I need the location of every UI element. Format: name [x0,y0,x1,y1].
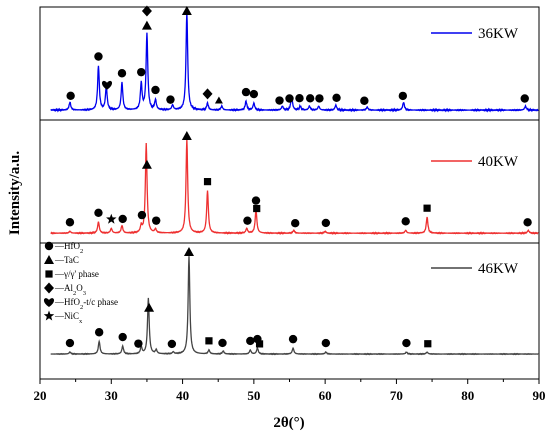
peak-marker-square-p2-2 [424,340,432,348]
peak-marker-circle-p0-11 [305,94,315,103]
peak-marker-circle-p0-7 [249,89,259,99]
peak-marker-circle-p2-6 [246,336,255,346]
phase-legend-symbol-4 [43,298,55,307]
phase-legend-label-5: —NiCx [54,311,83,325]
marker-layer [65,5,532,349]
peak-marker-triangle-p1-1 [181,131,192,140]
peak-marker-circle-p1-10 [523,218,532,227]
peak-marker-circle-p0-10 [295,93,304,103]
peak-marker-circle-p1-9 [401,217,410,226]
peak-marker-circle-p1-0 [65,218,75,227]
peak-marker-circle-p1-5 [243,216,252,225]
peak-marker-circle-p2-10 [402,338,411,348]
peak-marker-circle-p0-6 [241,87,251,97]
peak-marker-circle-p1-7 [291,219,300,228]
y-axis-label: Intensity/a.u. [7,151,23,235]
phase-legend-label-1: —TaC [54,255,79,265]
peak-marker-circle-p0-13 [332,93,341,103]
phase-legend: —HfO2—TaC —γ/γ' phase —Al2O3—HfO2-t/c phas… [43,241,118,325]
peak-marker-circle-p2-4 [167,339,177,349]
peak-marker-circle-p1-4 [151,216,161,225]
phase-legend-label-0: —HfO2 [54,241,83,255]
peak-marker-circle-p0-3 [137,67,146,77]
x-tick-label-80: 80 [461,388,474,403]
x-tick-label-20: 20 [34,388,47,403]
peak-marker-triangle-p2-0 [144,302,155,312]
peak-marker-diamond-p0-1 [202,88,213,100]
legend-label-40KW: 40KW [478,154,519,170]
phase-legend-symbol-5 [43,310,55,321]
peak-marker-square-p1-1 [253,204,261,213]
peak-marker-circle-p2-9 [321,338,331,348]
plot-frame [39,6,540,380]
peak-marker-circle-p2-1 [94,328,104,337]
series-legend: 36KW 40KW 46KW [431,26,519,277]
x-tick-label-30: 30 [105,388,118,403]
peak-marker-circle-p1-8 [321,218,331,228]
peak-marker-circle-p0-9 [285,94,294,103]
x-tick-label-90: 90 [533,388,546,403]
peak-marker-circle-p0-1 [94,52,103,61]
peak-marker-circle-p1-2 [118,214,127,224]
peak-marker-circle-p2-8 [288,334,298,344]
peak-marker-triangle-p2-1 [183,247,194,256]
peak-marker-circle-p0-15 [398,91,408,101]
peak-marker-triangle-p0-0 [141,20,152,30]
x-tick-label-50: 50 [247,388,260,403]
peak-marker-circle-p0-2 [117,69,127,78]
x-tick-label-70: 70 [390,388,403,403]
x-tick-label-60: 60 [319,388,332,403]
phase-legend-label-2: —γ/γ' phase [54,269,99,279]
x-tick-label-40: 40 [176,388,189,403]
x-axis-label: 2θ(°) [273,415,304,431]
peak-marker-circle-p0-12 [315,94,324,103]
phase-legend-symbol-0 [44,241,54,251]
peak-marker-circle-p2-5 [218,338,227,348]
series-line-36KW [50,11,539,113]
peak-marker-triangle-small-p0-0 [214,96,223,104]
peak-marker-square-p2-0 [205,337,213,345]
x-axis: 20 30 40 50 60 70 80 90 [34,379,546,403]
peak-marker-circle-p1-6 [251,196,261,205]
peak-marker-circle-p1-3 [137,210,147,220]
peak-marker-triangle-p1-0 [141,159,152,169]
phase-legend-symbol-1 [44,255,54,264]
peak-marker-circle-p0-16 [520,94,529,103]
peak-marker-circle-p0-5 [166,95,175,104]
series-layer [50,11,539,356]
peak-marker-circle-p1-1 [94,208,103,217]
peak-marker-circle-p2-2 [118,332,127,342]
peak-marker-square-p1-2 [423,204,431,212]
peak-marker-square-p2-1 [255,340,264,348]
phase-legend-label-4: —HfO2-t/c phase [54,297,118,311]
legend-label-46KW: 46KW [478,261,519,277]
peak-marker-star-p1-0 [106,213,117,224]
peak-marker-heart-p0-0 [101,80,113,90]
peak-marker-square-p1-0 [203,178,212,186]
peak-marker-circle-p2-0 [65,338,75,348]
legend-label-36KW: 36KW [478,26,519,42]
phase-legend-symbol-2 [45,270,53,278]
phase-legend-symbol-3 [44,282,54,294]
peak-marker-circle-p2-3 [134,339,143,348]
peak-marker-triangle-p0-1 [181,6,192,15]
peak-marker-diamond-p0-0 [141,5,152,17]
series-line-46KW [50,256,539,356]
peak-marker-circle-p0-4 [151,85,160,95]
peak-marker-circle-p0-0 [66,91,75,100]
series-line-40KW [50,139,539,236]
phase-legend-label-3: —Al2O3 [54,283,86,297]
peak-marker-circle-p0-14 [360,96,369,105]
peak-marker-circle-p0-8 [275,96,284,105]
